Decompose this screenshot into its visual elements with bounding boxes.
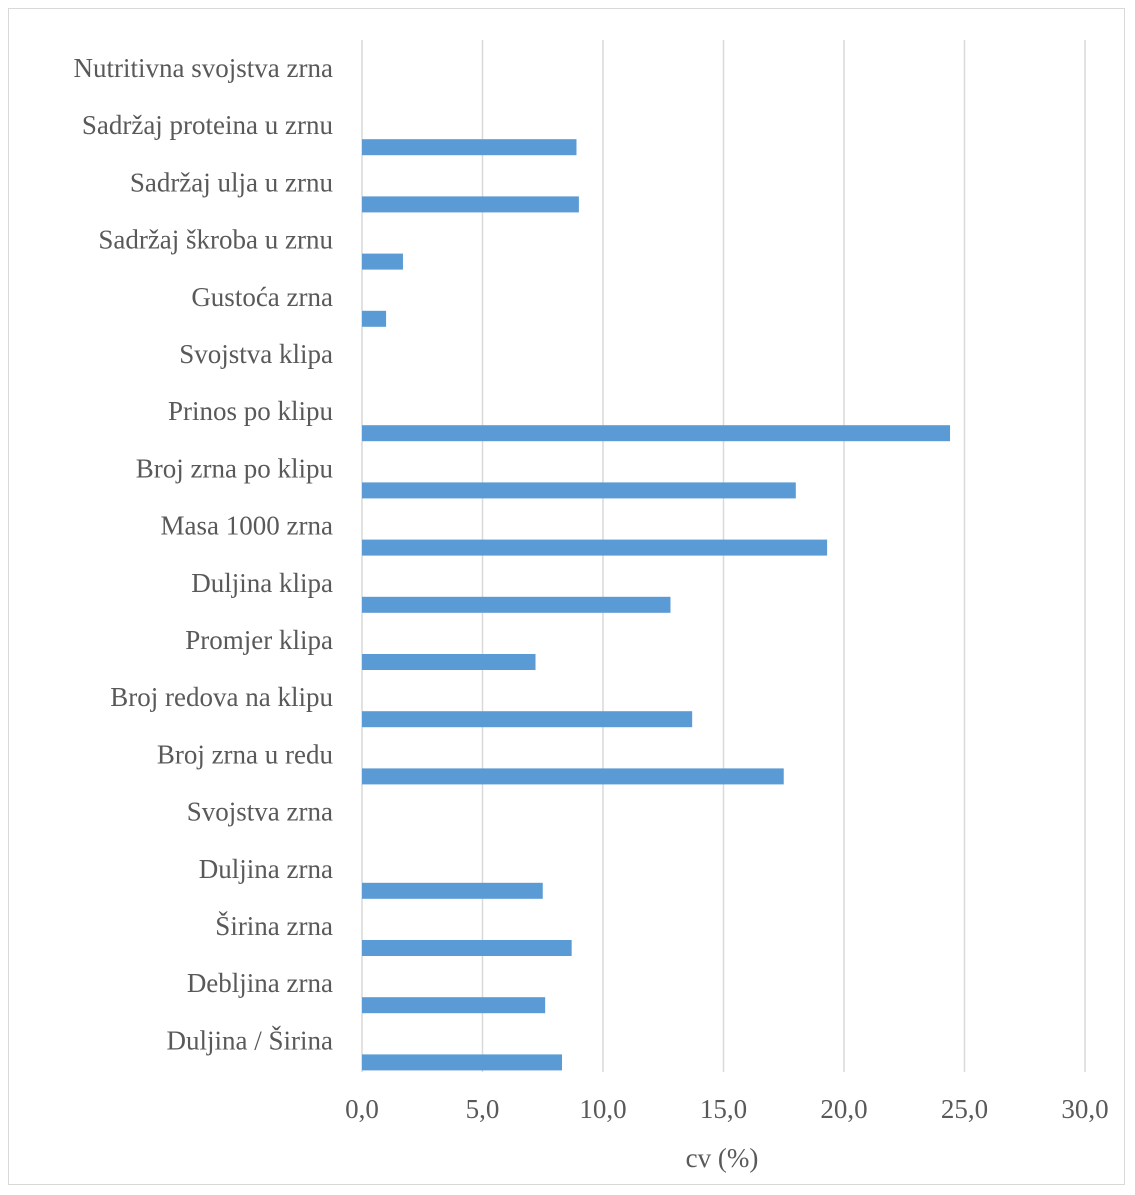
category-label: Promjer klipa <box>185 625 333 655</box>
x-tick-labels: 0,0 5,0 10,0 15,0 20,0 25,0 30,0 <box>345 1094 1109 1124</box>
category-label: Duljina / Širina <box>167 1025 333 1055</box>
category-label: Debljina zrna <box>187 968 333 998</box>
bar <box>362 997 546 1014</box>
bar <box>362 196 579 213</box>
category-label: Duljina klipa <box>191 568 333 598</box>
category-label: Prinos po klipu <box>168 396 334 426</box>
category-label: Duljina zrna <box>199 854 333 884</box>
category-label: Gustoća zrna <box>191 282 333 312</box>
x-tick-label: 20,0 <box>820 1094 867 1124</box>
category-label: Broj zrna po klipu <box>136 453 334 483</box>
bar <box>362 711 693 728</box>
category-label: Masa 1000 zrna <box>161 511 333 541</box>
category-label: Sadržaj ulja u zrnu <box>130 167 334 197</box>
category-label: Širina zrna <box>215 911 333 941</box>
category-label: Svojstva klipa <box>179 339 333 369</box>
category-label: Sadržaj proteina u zrnu <box>82 110 334 140</box>
bar <box>362 596 671 613</box>
x-tick-label: 0,0 <box>345 1094 379 1124</box>
category-label: Svojstva zrna <box>187 797 333 827</box>
x-axis-title: cv (%) <box>686 1143 759 1173</box>
gridlines <box>361 40 1086 1072</box>
category-labels: Nutritivna svojstva zrna Sadržaj proteina… <box>74 53 334 1055</box>
bar <box>362 482 796 499</box>
bar <box>362 425 951 442</box>
bars <box>362 139 951 1071</box>
bar <box>362 139 577 156</box>
x-tick-label: 30,0 <box>1061 1094 1108 1124</box>
category-label: Nutritivna svojstva zrna <box>74 53 333 83</box>
x-tick-label: 15,0 <box>700 1094 747 1124</box>
bar <box>362 539 828 556</box>
x-tick-label: 25,0 <box>941 1094 988 1124</box>
bar <box>362 654 536 670</box>
category-label: Broj zrna u redu <box>157 739 334 769</box>
x-tick-label: 5,0 <box>466 1094 500 1124</box>
bar <box>362 940 572 956</box>
category-label: Broj redova na klipu <box>110 682 333 712</box>
x-tick-label: 10,0 <box>579 1094 626 1124</box>
bar <box>362 310 387 327</box>
category-label: Sadržaj škroba u zrnu <box>98 225 333 255</box>
bar <box>362 768 784 785</box>
bar <box>362 253 403 270</box>
bar <box>362 882 543 899</box>
bar <box>362 1054 563 1071</box>
